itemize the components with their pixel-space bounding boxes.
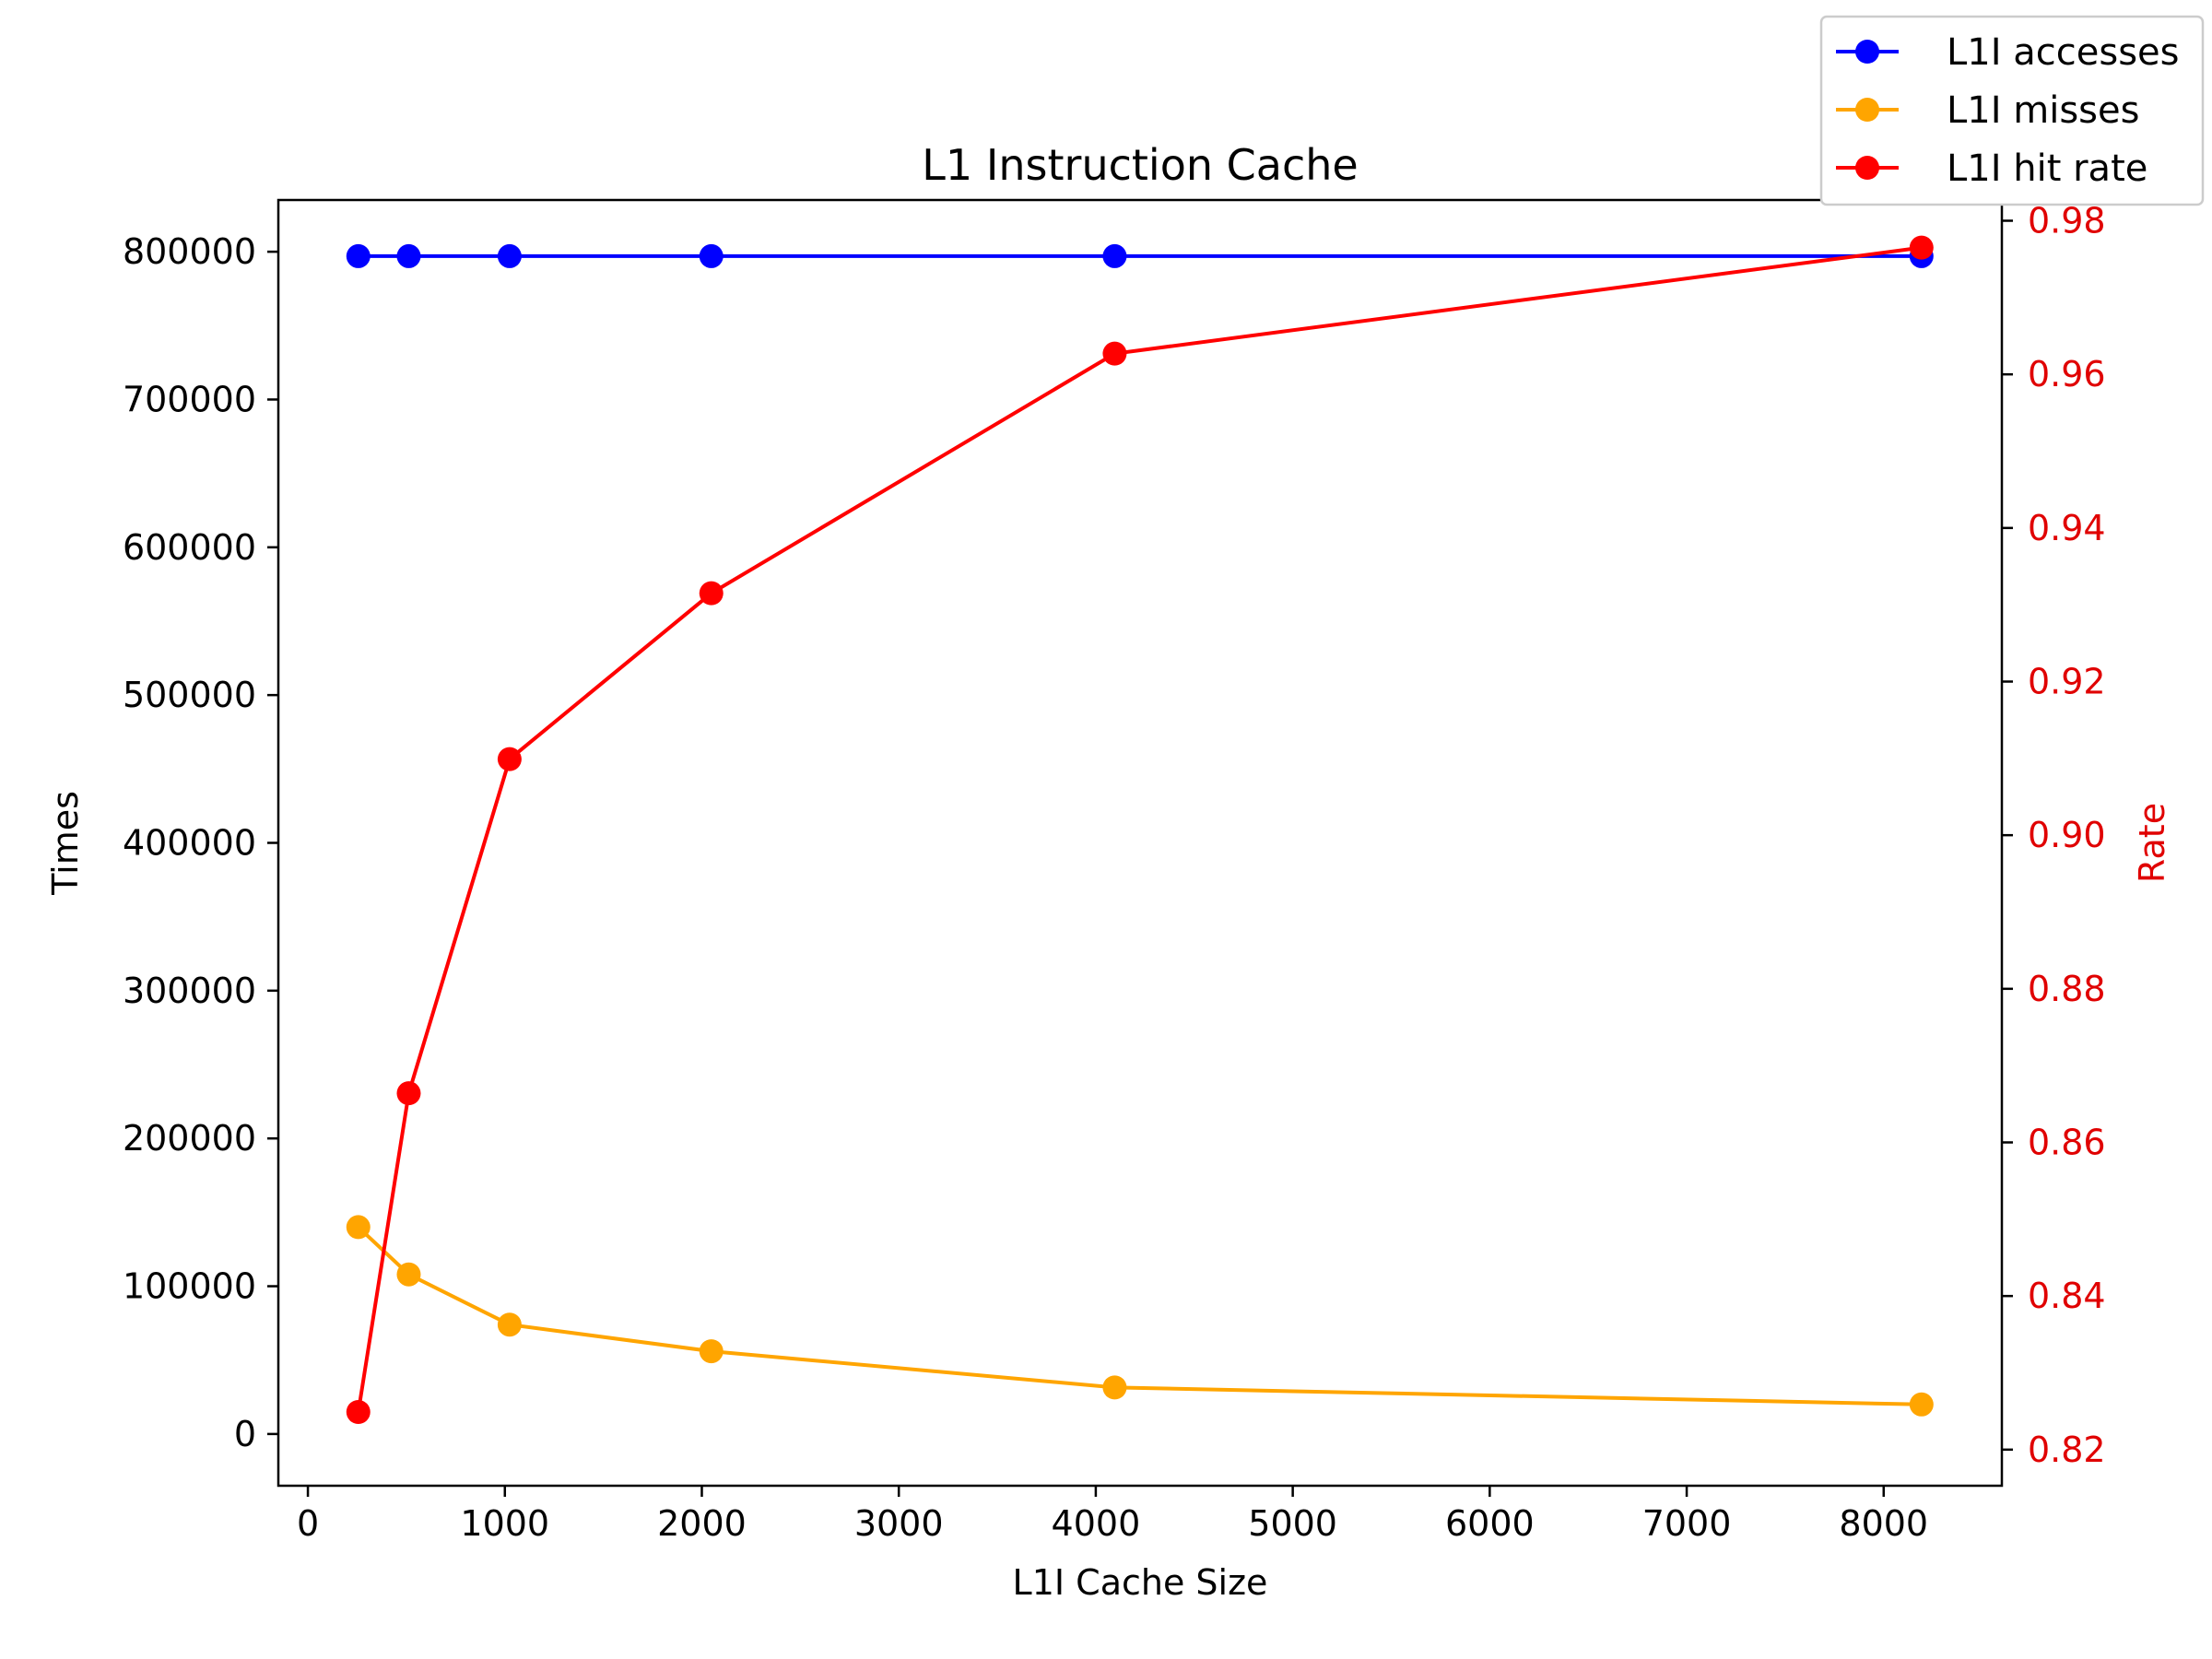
x-tick-label: 3000 <box>854 1503 944 1544</box>
legend-swatch-marker <box>1855 98 1879 122</box>
x-tick-label: 7000 <box>1642 1503 1732 1544</box>
data-point <box>346 1400 371 1424</box>
data-point <box>497 243 522 268</box>
data-point <box>699 581 724 606</box>
data-point <box>1102 1375 1127 1400</box>
data-point <box>1909 235 1934 260</box>
x-tick-label: 0 <box>297 1503 319 1544</box>
y2-tick-label: 0.98 <box>2028 201 2106 241</box>
legend-item: L1I accesses <box>1836 31 2179 74</box>
y-axis-label: Times <box>45 791 86 896</box>
data-point <box>396 1262 421 1287</box>
x-tick-label: 1000 <box>460 1503 549 1544</box>
x-tick-label: 2000 <box>657 1503 747 1544</box>
data-point <box>396 243 421 268</box>
plot-frame <box>276 198 2004 1488</box>
chart-title: L1 Instruction Cache <box>922 140 1358 190</box>
legend: L1I accesses L1I misses L1I hit rate <box>1819 15 2205 206</box>
legend-label: L1I accesses <box>1947 31 2179 74</box>
y-tick-label: 600000 <box>123 527 256 568</box>
legend-item: L1I hit rate <box>1836 147 2147 190</box>
legend-swatch-marker <box>1855 156 1879 180</box>
legend-swatch-marker <box>1855 40 1879 64</box>
data-point <box>346 1215 371 1240</box>
data-point <box>396 1081 421 1106</box>
data-point <box>1102 341 1127 366</box>
x-tick-label: 6000 <box>1445 1503 1535 1544</box>
data-point <box>699 1339 724 1364</box>
x-axis-label: L1I Cache Size <box>1013 1562 1268 1603</box>
legend-box <box>1819 15 2205 206</box>
data-point <box>346 243 371 268</box>
data-point <box>1909 1392 1934 1417</box>
y-tick-label: 500000 <box>123 675 256 715</box>
data-point <box>497 1312 522 1337</box>
y2-tick-label: 0.84 <box>2028 1276 2106 1316</box>
y-tick-label: 700000 <box>123 379 256 419</box>
data-point <box>497 747 522 771</box>
legend-label: L1I misses <box>1947 89 2139 132</box>
series-line <box>357 1225 1922 1406</box>
data-point <box>699 243 724 268</box>
x-tick-label: 4000 <box>1052 1503 1141 1544</box>
y2-tick-label: 0.88 <box>2028 969 2106 1009</box>
series-l1i-accesses <box>346 243 1934 268</box>
x-tick-label: 5000 <box>1248 1503 1337 1544</box>
legend-label: L1I hit rate <box>1947 147 2147 190</box>
y-tick-label: 400000 <box>123 823 256 864</box>
y2-tick-label: 0.96 <box>2028 354 2106 394</box>
y-tick-label: 200000 <box>123 1118 256 1159</box>
y2-axis-label: Rate <box>2132 803 2172 883</box>
y2-tick-label: 0.86 <box>2028 1123 2106 1163</box>
series-l1i-misses <box>346 1215 1934 1417</box>
y-tick-label: 800000 <box>123 231 256 272</box>
y-tick-label: 0 <box>234 1414 256 1454</box>
x-tick-label: 8000 <box>1839 1503 1928 1544</box>
series-line <box>356 245 1923 1413</box>
y2-tick-label: 0.94 <box>2028 508 2106 548</box>
y2-tick-label: 0.90 <box>2028 815 2106 855</box>
y2-tick-label: 0.82 <box>2028 1430 2106 1470</box>
y-tick-label: 300000 <box>123 971 256 1011</box>
y2-tick-label: 0.92 <box>2028 662 2106 702</box>
series-l1i-hit-rate <box>346 235 1934 1424</box>
y-tick-label: 100000 <box>123 1266 256 1307</box>
legend-item: L1I misses <box>1836 89 2139 132</box>
data-point <box>1102 243 1127 268</box>
